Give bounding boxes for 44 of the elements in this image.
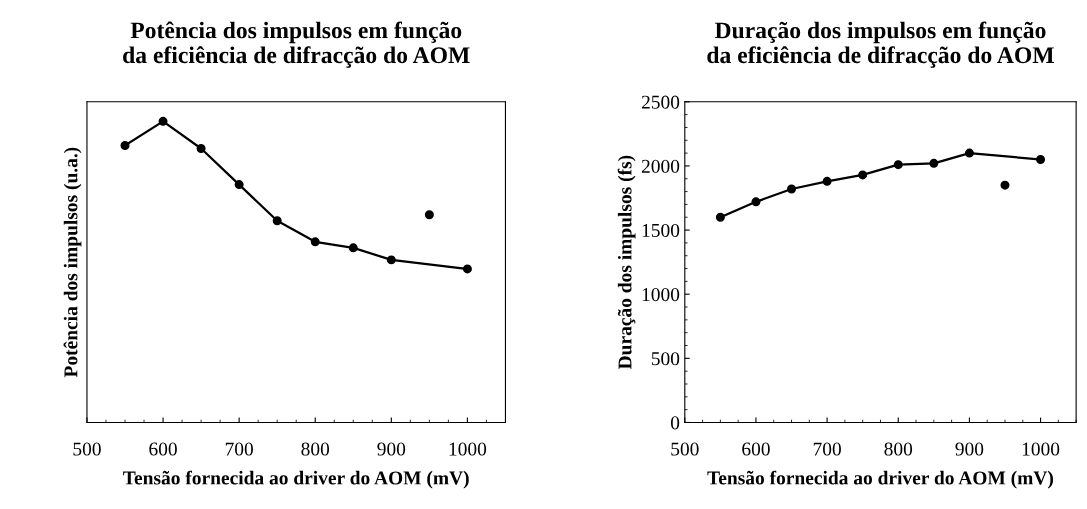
point — [1000, 180, 1010, 190]
point — [310, 237, 320, 247]
point — [196, 143, 206, 153]
point — [822, 176, 832, 186]
point — [120, 140, 130, 150]
point — [715, 212, 725, 222]
point — [348, 243, 358, 253]
y-tick-label: 2000 — [641, 159, 680, 173]
point — [158, 116, 168, 126]
point — [893, 160, 903, 170]
point — [272, 216, 282, 226]
point — [234, 180, 244, 190]
point — [1036, 155, 1046, 165]
x-tick-label: 500 — [73, 442, 101, 456]
x-tick-label: 1000 — [1022, 442, 1060, 456]
x-tick-label: 800 — [301, 442, 330, 456]
x-tick-label: 900 — [377, 442, 406, 456]
point — [424, 210, 434, 220]
x-tick-label: 700 — [225, 442, 253, 456]
y-axis-title: Duração dos impulsos (fs) — [617, 155, 636, 370]
x-tick-label: 800 — [884, 442, 913, 456]
x-tick-label: 600 — [149, 442, 177, 456]
point — [858, 170, 868, 180]
point — [964, 148, 974, 158]
x-tick-label: 700 — [813, 442, 841, 456]
x-tick-label: 900 — [955, 442, 984, 456]
y-tick-label: 0 — [670, 416, 680, 430]
point — [751, 197, 761, 207]
x-tick-label: 600 — [742, 442, 770, 456]
y-tick-label: 500 — [651, 352, 680, 366]
point — [462, 264, 472, 274]
y-axis-title: Potência dos impulsos (u.a.) — [63, 147, 82, 378]
chart-title: Duração dos impulsos em função da eficiência de difracção do AOM — [707, 21, 1054, 68]
point — [787, 184, 797, 194]
x-axis-title: Tensão fornecida ao driver do AOM (mV) — [123, 470, 469, 489]
chart-title: Potência dos impulsos em função da eficiência de difracção do AOM — [123, 21, 470, 68]
point — [386, 255, 396, 265]
y-tick-label: 2500 — [641, 95, 680, 109]
x-axis-title: Tensão fornecida ao driver do AOM (mV) — [707, 470, 1053, 489]
y-tick-label: 1500 — [642, 223, 680, 238]
point — [929, 158, 939, 168]
y-tick-label: 1000 — [642, 288, 680, 302]
x-tick-label: 500 — [671, 442, 699, 456]
x-tick-label: 1000 — [449, 442, 487, 456]
